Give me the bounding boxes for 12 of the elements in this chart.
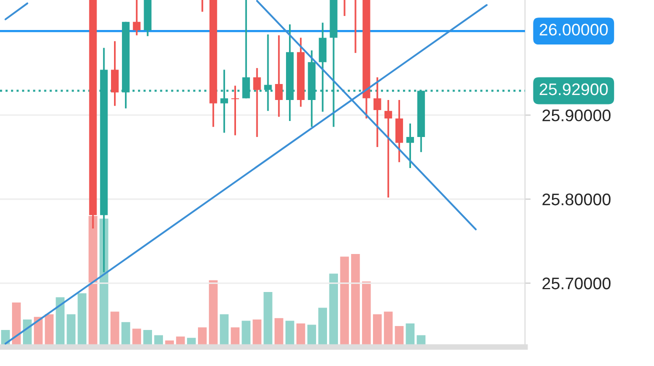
candlestick bbox=[253, 67, 261, 138]
y-tick-label: 25.70000 bbox=[542, 278, 611, 290]
ref-line-label: 25.92900 bbox=[540, 83, 608, 96]
candlestick bbox=[374, 76, 382, 148]
candlestick bbox=[132, 0, 141, 36]
y-tick-label: 25.80000 bbox=[542, 194, 611, 206]
candlestick bbox=[406, 122, 414, 169]
ref-line-label: 26.00000 bbox=[540, 24, 608, 36]
y-tick-label: 25.90000 bbox=[542, 110, 611, 122]
candlestick bbox=[111, 40, 119, 107]
candlestick bbox=[384, 99, 392, 198]
candlestick bbox=[275, 34, 283, 118]
